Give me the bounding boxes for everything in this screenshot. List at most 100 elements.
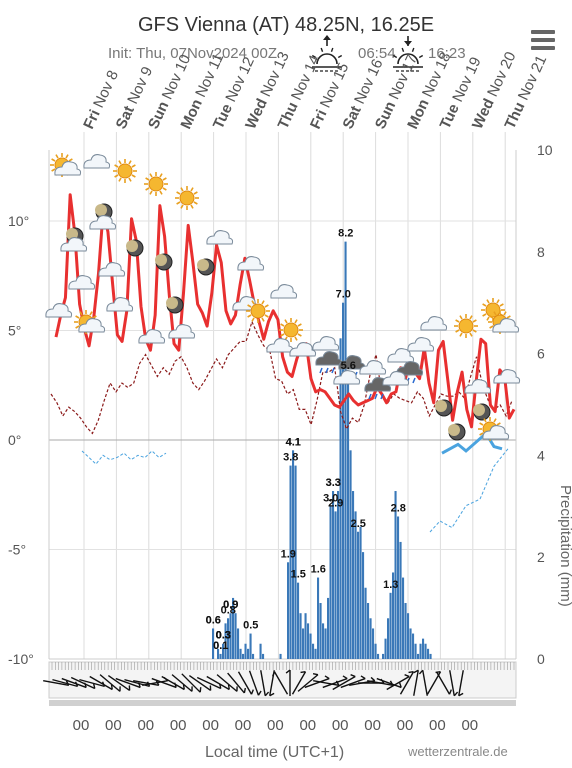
cloud-icon bbox=[266, 338, 294, 353]
wind-barb-icon bbox=[107, 674, 131, 692]
wind-barb-icon bbox=[458, 670, 464, 697]
precip-bar bbox=[327, 597, 330, 659]
precip-bar bbox=[362, 552, 365, 659]
cloud-icon bbox=[237, 256, 265, 271]
hamburger-menu-icon[interactable] bbox=[531, 30, 555, 52]
cloud-icon bbox=[420, 316, 448, 331]
precip-bar bbox=[417, 653, 420, 659]
dewpoint-tail-line bbox=[429, 448, 509, 533]
temp-tick-label: 10° bbox=[8, 213, 29, 229]
precip-bar bbox=[249, 633, 252, 659]
precip-bar bbox=[427, 648, 430, 659]
cloud-icon bbox=[387, 348, 415, 363]
precip-bar bbox=[349, 450, 352, 659]
precip-bar bbox=[319, 603, 322, 659]
precip-bar bbox=[234, 613, 237, 659]
wind-barb-icon bbox=[399, 671, 415, 695]
sunrise-icon bbox=[311, 35, 343, 72]
hour-label: 00 bbox=[364, 717, 381, 734]
precip-bar bbox=[322, 623, 325, 659]
precip-bar bbox=[219, 653, 222, 659]
precip-bar bbox=[299, 613, 302, 659]
cloud-icon bbox=[382, 371, 410, 386]
precip-bar bbox=[414, 643, 417, 659]
precip-value-label: 3.0 bbox=[323, 492, 338, 504]
hour-label: 00 bbox=[235, 717, 252, 734]
precip-bar bbox=[259, 643, 262, 659]
precip-bar bbox=[244, 643, 247, 659]
cloud-icon bbox=[138, 329, 166, 344]
precip-bar bbox=[279, 653, 282, 659]
cloud-icon bbox=[464, 379, 492, 394]
wind-barb-icon bbox=[435, 671, 452, 695]
moon-icon bbox=[155, 253, 173, 271]
precip-bar bbox=[372, 628, 375, 659]
precip-bar bbox=[382, 653, 385, 659]
cloud-icon bbox=[89, 215, 117, 230]
precip-bar bbox=[232, 597, 235, 659]
scrollbar-track bbox=[49, 700, 516, 706]
precip-value-label: 1.5 bbox=[291, 569, 306, 581]
precip-bar bbox=[217, 648, 220, 659]
wind-barb-icon bbox=[285, 669, 291, 696]
wind-barb-icon bbox=[272, 671, 289, 695]
cloud-icon bbox=[60, 237, 88, 252]
precip-bar bbox=[352, 491, 355, 659]
hour-label: 00 bbox=[137, 717, 154, 734]
credit-link[interactable]: wetterzentrale.de bbox=[408, 744, 508, 759]
cloud-icon bbox=[206, 230, 234, 245]
precip-bar bbox=[292, 450, 295, 659]
precip-bar bbox=[237, 628, 240, 659]
precip-bar bbox=[384, 638, 387, 659]
precip-bar bbox=[222, 643, 225, 659]
precip-bar bbox=[334, 511, 337, 659]
precip-bar bbox=[357, 531, 360, 659]
precip-bar bbox=[369, 618, 372, 659]
sun-cloud-icon bbox=[74, 310, 106, 334]
hour-label: 00 bbox=[73, 717, 90, 734]
precip-bar bbox=[359, 526, 362, 659]
precip-bar bbox=[392, 572, 395, 659]
precip-value-label: 0.6 bbox=[206, 614, 221, 626]
wind-barb-icon bbox=[413, 669, 419, 696]
precip-value-label: 3.3 bbox=[326, 477, 341, 489]
precip-tick-label: 8 bbox=[537, 244, 545, 260]
wind-barb-icon bbox=[161, 675, 185, 691]
sun-icon bbox=[144, 172, 168, 196]
precip-value-label: 4.1 bbox=[286, 436, 301, 448]
wind-barb-icon bbox=[248, 670, 262, 696]
hour-label: 00 bbox=[267, 717, 284, 734]
temperature-below-zero-line bbox=[441, 431, 503, 455]
wind-barb-icon bbox=[449, 670, 459, 697]
hour-label: 00 bbox=[202, 717, 219, 734]
precip-bar bbox=[329, 506, 332, 659]
precip-bar bbox=[409, 628, 412, 659]
precip-value-label: 2.8 bbox=[391, 502, 406, 514]
precip-bar bbox=[404, 603, 407, 659]
cloud-icon bbox=[270, 284, 298, 299]
wind-barb-icon bbox=[304, 675, 330, 689]
hour-label: 00 bbox=[170, 717, 187, 734]
precip-bar bbox=[304, 613, 307, 659]
precip-bar bbox=[224, 623, 227, 659]
precip-value-label: 3.8 bbox=[283, 452, 298, 464]
sun-icon bbox=[113, 159, 137, 183]
hour-label: 00 bbox=[397, 717, 414, 734]
precip-value-label: 0.3 bbox=[216, 630, 231, 642]
cloud-icon bbox=[98, 262, 126, 277]
rain-cloud-icon bbox=[315, 351, 343, 374]
precip-value-label: 1.9 bbox=[281, 548, 296, 560]
precip-tick-label: 6 bbox=[537, 346, 545, 362]
wind-barb-icon bbox=[227, 672, 247, 694]
precip-bar bbox=[212, 628, 215, 659]
page-title: GFS Vienna (AT) 48.25N, 16.25E bbox=[137, 14, 435, 36]
wind-barb-icon bbox=[70, 676, 96, 690]
wind-barb-icon bbox=[386, 674, 410, 691]
precip-bar bbox=[309, 633, 312, 659]
precip-bar bbox=[347, 373, 350, 659]
cloud-icon bbox=[359, 360, 387, 375]
wind-barb-icon bbox=[171, 674, 193, 692]
precip-bar bbox=[239, 648, 242, 659]
sunset-icon bbox=[392, 36, 424, 72]
